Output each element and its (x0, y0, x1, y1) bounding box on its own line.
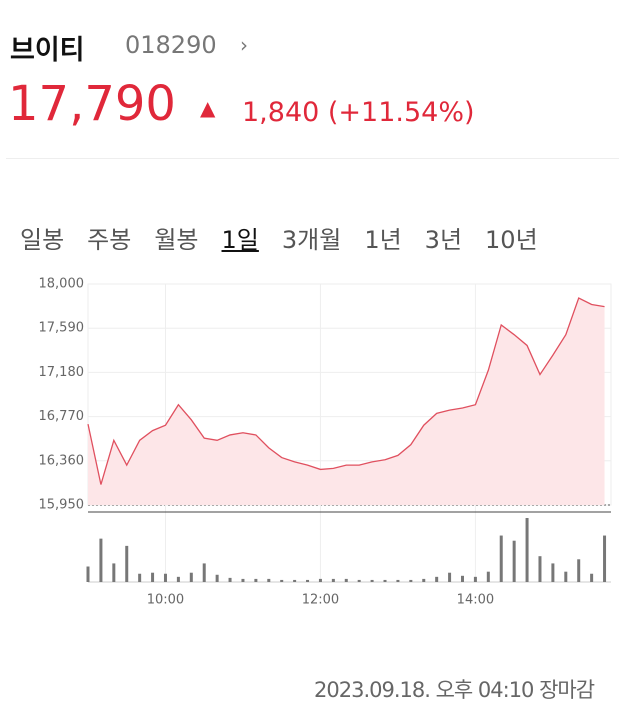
volume-bar (280, 579, 284, 582)
volume-bar (254, 578, 258, 582)
price-change: 1,840 (+11.54%) (242, 97, 475, 128)
volume-bar (228, 577, 232, 582)
period-tab[interactable]: 3년 (424, 226, 463, 254)
divider (6, 158, 619, 159)
volume-bar (564, 571, 568, 582)
volume-bar (435, 576, 439, 582)
period-tab[interactable]: 3개월 (281, 226, 342, 254)
volume-bar (577, 559, 581, 582)
y-tick-label: 17,180 (39, 365, 85, 380)
volume-bar (112, 563, 116, 582)
change: 1,840 (242, 97, 320, 128)
volume-bar (473, 576, 477, 582)
stock-name: 브이티 (10, 35, 85, 66)
volume-bar (422, 578, 426, 582)
period-tab[interactable]: 월봉 (154, 226, 199, 254)
y-tick-label: 17,590 (39, 321, 85, 336)
volume-bar (151, 572, 155, 582)
volume-bar (357, 579, 361, 582)
period-tab[interactable]: 일봉 (20, 226, 65, 254)
volume-bar (163, 573, 167, 582)
price-line (87, 297, 605, 485)
stock-code[interactable]: 018290 (125, 31, 217, 59)
volume-bar (383, 579, 387, 582)
timestamp: 2023.09.18. 오후 04:10 장마감 (314, 678, 595, 702)
volume-bar (396, 579, 400, 582)
volume-bar (306, 579, 310, 582)
volume-bar (125, 545, 129, 582)
y-tick-label: 16,360 (39, 453, 85, 468)
x-tick-label: 12:00 (302, 593, 339, 608)
y-tick-label: 18,000 (39, 277, 85, 292)
current-price: 17,790 (8, 76, 176, 132)
volume-bar (215, 574, 219, 582)
up-icon: ▲ (200, 96, 216, 120)
y-tick-label: 16,770 (39, 409, 85, 424)
chevron-icon[interactable]: › (240, 33, 248, 57)
chart: 15,950 16,360 16,770 17,180 17,590 18,000 10:0… (39, 277, 612, 608)
x-tick-label: 10:00 (147, 593, 184, 608)
volume-bar (460, 575, 464, 582)
price-area (88, 298, 605, 505)
volume-bar (525, 518, 529, 582)
volume-bar (512, 540, 516, 582)
volume-bar (176, 576, 180, 582)
volume-bar (86, 566, 90, 582)
volume-bar (202, 563, 206, 582)
volume-bar (486, 571, 490, 582)
volume-bar (138, 573, 142, 582)
y-tick-label: 15,950 (39, 498, 85, 513)
period-tabs: 일봉 주봉 월봉 1일 3개월 1년 3년 10년 (20, 220, 561, 255)
volume-bar (448, 572, 452, 582)
volume-bar (409, 579, 413, 582)
volume-bar (99, 538, 103, 582)
period-tab[interactable]: 주봉 (87, 226, 132, 254)
volume-bar (189, 572, 193, 582)
volume-bar (370, 579, 374, 582)
period-tab[interactable]: 1일 (221, 226, 259, 254)
volume-bar (241, 578, 245, 582)
period-tab[interactable]: 1년 (364, 226, 402, 254)
volume-bar (318, 578, 322, 582)
volume-bar (590, 573, 594, 582)
volume-bar (499, 535, 503, 582)
change-pct: (+11.54%) (327, 97, 475, 128)
period-tab[interactable]: 10년 (485, 226, 538, 254)
volume-bar (603, 535, 607, 582)
volume-bar (551, 563, 555, 582)
x-tick-label: 14:00 (457, 593, 494, 608)
volume-bar (344, 578, 348, 582)
volume-bar (331, 578, 335, 582)
volume-bar (538, 556, 542, 582)
volume-bar (267, 578, 271, 582)
volume-bar (293, 579, 297, 582)
